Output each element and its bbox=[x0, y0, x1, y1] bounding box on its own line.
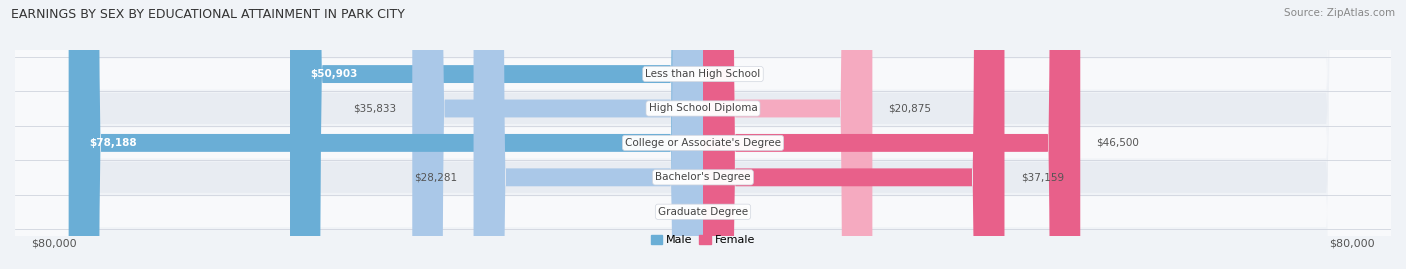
Text: Less than High School: Less than High School bbox=[645, 69, 761, 79]
Text: $20,875: $20,875 bbox=[889, 104, 932, 114]
Text: Source: ZipAtlas.com: Source: ZipAtlas.com bbox=[1284, 8, 1395, 18]
FancyBboxPatch shape bbox=[15, 0, 1391, 269]
Text: High School Diploma: High School Diploma bbox=[648, 104, 758, 114]
Text: $0: $0 bbox=[735, 207, 748, 217]
FancyBboxPatch shape bbox=[15, 0, 1391, 269]
FancyBboxPatch shape bbox=[703, 0, 872, 269]
FancyBboxPatch shape bbox=[15, 0, 1391, 269]
Text: College or Associate's Degree: College or Associate's Degree bbox=[626, 138, 780, 148]
FancyBboxPatch shape bbox=[69, 0, 703, 269]
Text: $46,500: $46,500 bbox=[1097, 138, 1139, 148]
FancyBboxPatch shape bbox=[15, 0, 1391, 269]
Text: Bachelor's Degree: Bachelor's Degree bbox=[655, 172, 751, 182]
Text: EARNINGS BY SEX BY EDUCATIONAL ATTAINMENT IN PARK CITY: EARNINGS BY SEX BY EDUCATIONAL ATTAINMEN… bbox=[11, 8, 405, 21]
FancyBboxPatch shape bbox=[474, 0, 703, 269]
Text: $37,159: $37,159 bbox=[1021, 172, 1064, 182]
FancyBboxPatch shape bbox=[290, 0, 703, 269]
Text: $78,188: $78,188 bbox=[89, 138, 136, 148]
Text: $35,833: $35,833 bbox=[353, 104, 396, 114]
Text: $50,903: $50,903 bbox=[311, 69, 357, 79]
FancyBboxPatch shape bbox=[703, 0, 1080, 269]
FancyBboxPatch shape bbox=[412, 0, 703, 269]
FancyBboxPatch shape bbox=[703, 0, 1004, 269]
Text: Graduate Degree: Graduate Degree bbox=[658, 207, 748, 217]
Legend: Male, Female: Male, Female bbox=[651, 235, 755, 245]
Text: $28,281: $28,281 bbox=[415, 172, 457, 182]
FancyBboxPatch shape bbox=[15, 0, 1391, 269]
Text: $0: $0 bbox=[735, 69, 748, 79]
Text: $0: $0 bbox=[658, 207, 671, 217]
